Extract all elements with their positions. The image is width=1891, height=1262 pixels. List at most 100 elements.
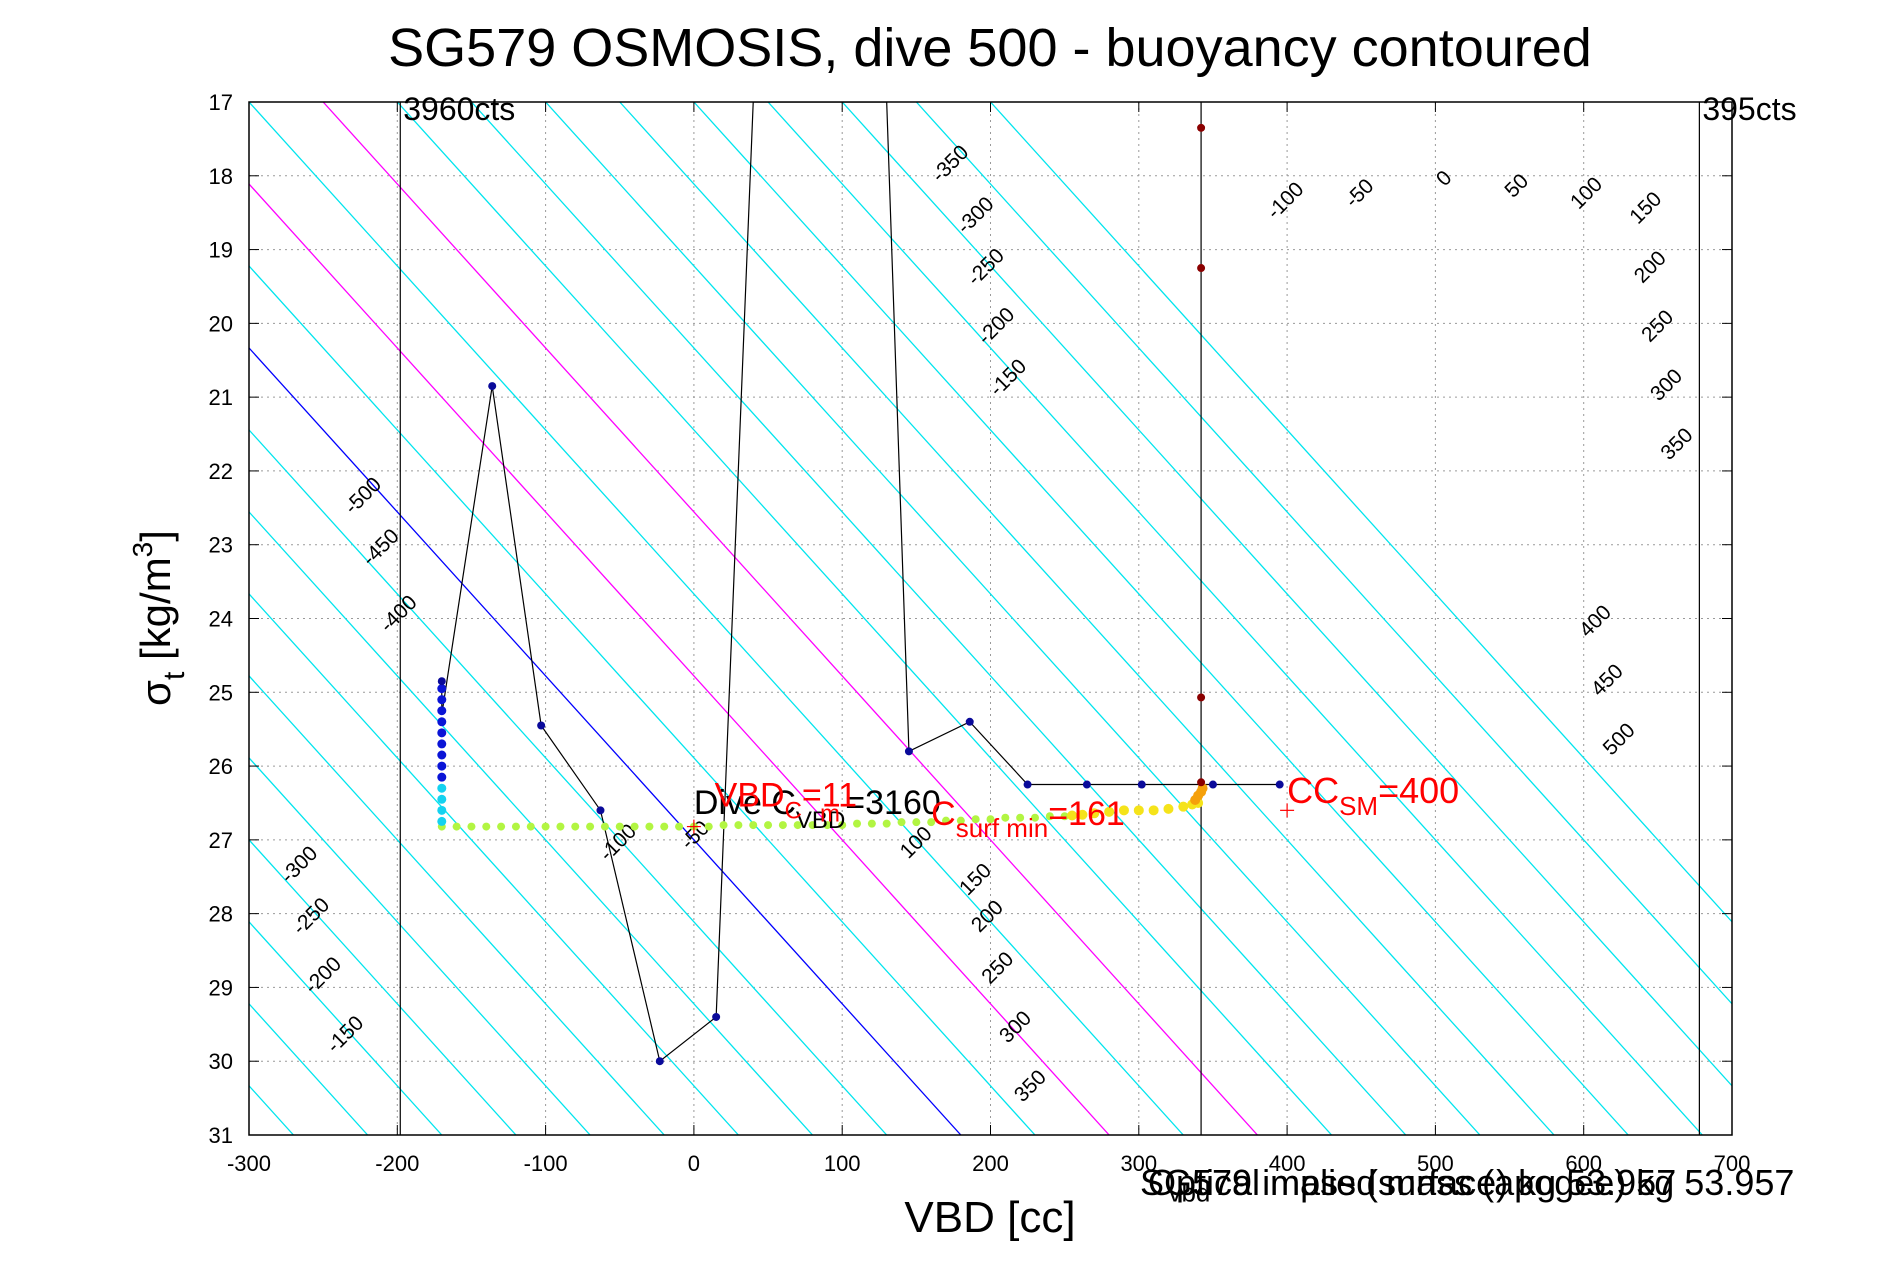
profile-point: [712, 1012, 721, 1021]
surface-point-green: [912, 818, 921, 827]
y-tick-label: 30: [209, 1049, 233, 1074]
surface-point-green: [793, 821, 802, 830]
annotation-dive-c-text: Dive C: [694, 784, 796, 822]
x-tick-label: -300: [227, 1151, 271, 1176]
profile-point: [655, 1057, 664, 1066]
stack-point-blue: [437, 695, 447, 705]
contour-line: [693, 102, 1629, 1135]
surface-point-yellow: [1118, 805, 1129, 816]
y-tick-label: 23: [209, 533, 233, 558]
y-axis-label: σt [kg/m3]: [127, 530, 191, 706]
stack-point-cyan: [437, 805, 447, 815]
surface-point-green: [764, 821, 773, 830]
contour-line: [249, 183, 1110, 1135]
surface-point-green: [778, 821, 787, 830]
data-series: [437, 102, 1295, 1066]
profile-point: [1137, 780, 1146, 789]
surface-point-yellow: [1104, 806, 1115, 817]
surface-point-green: [482, 822, 491, 831]
stack-point-blue: [437, 717, 447, 727]
contour-line: [470, 102, 1407, 1135]
contour-line: [249, 592, 739, 1135]
surface-point-green: [927, 818, 936, 827]
stack-point-blue: [437, 684, 447, 694]
contour-line: [249, 346, 962, 1135]
y-axis-label-unit: [kg/m: [132, 557, 179, 671]
contour-line: [545, 102, 1481, 1135]
stack-point-blue: [437, 761, 447, 771]
annotation-dive-c-sub: VBD: [796, 807, 845, 834]
stack-point-blue: [437, 739, 447, 749]
annotation-surf-min: Csurf min=161: [931, 795, 1125, 843]
vertical-line-label: 3960cts: [403, 91, 515, 127]
dark-red-point: [1197, 123, 1206, 132]
annotation-surf-min-text: C: [931, 795, 956, 833]
y-tick-label: 28: [209, 902, 233, 927]
x-tick-label: 600: [1565, 1151, 1602, 1176]
y-axis-ticks: 17 18 19 20 21 22 23 24 25 26 27 28 29 30 31: [209, 90, 1732, 1148]
vertical-reference-lines: 3960cts 395cts: [399, 91, 1797, 1135]
surface-point-green: [882, 819, 891, 828]
surface-point-green: [986, 815, 995, 824]
buoyancy-contours: [249, 102, 1732, 1135]
grid: [249, 102, 1732, 1135]
y-tick-label: 19: [209, 238, 233, 263]
profile-point: [1275, 780, 1284, 789]
contour-line: [249, 838, 517, 1135]
profile-point: [965, 717, 974, 726]
surface-point-green: [526, 822, 535, 831]
surface-point-green: [823, 821, 832, 830]
surface-point-green: [660, 822, 669, 831]
contour-line: [619, 102, 1555, 1135]
annotation-dive-c: Dive CVBD=3160: [694, 784, 941, 834]
profile-point: [1082, 780, 1091, 789]
contour-line: [249, 920, 443, 1135]
contour-line: [841, 102, 1732, 1087]
vertical-line-label: 395cts: [1702, 91, 1796, 127]
surface-point-green: [808, 821, 817, 830]
x-tick-label: 0: [688, 1151, 700, 1176]
contour-line: [915, 102, 1732, 1005]
contour-line: [322, 102, 1258, 1135]
annotation-vbd-c-value: =11: [802, 777, 857, 815]
y-tick-label: 29: [209, 975, 233, 1000]
x-tick-label: 400: [1269, 1151, 1306, 1176]
y-tick-label: 24: [209, 607, 233, 632]
contour-line: [990, 102, 1732, 923]
surface-point-green: [600, 822, 609, 831]
surface-point-yellow: [1148, 805, 1159, 816]
surface-point-green: [942, 816, 951, 825]
surface-point-green: [971, 815, 980, 824]
surface-point-green: [956, 816, 965, 825]
profile-point: [1023, 780, 1032, 789]
stack-point-blue: [437, 706, 447, 716]
contour-line: [249, 510, 814, 1135]
annotation-cc-sm-sub: SM: [1339, 791, 1378, 821]
y-tick-label: 17: [209, 90, 233, 115]
profile-point: [537, 721, 546, 730]
contour-line: [249, 428, 888, 1135]
surface-point-yellow: [1067, 810, 1078, 821]
x-tick-label: 200: [972, 1151, 1009, 1176]
stack-point-cyan: [437, 816, 447, 826]
contour-line: [396, 102, 1333, 1135]
y-tick-label: 31: [209, 1123, 233, 1148]
y-axis-label-superscript: 3: [127, 542, 158, 558]
y-tick-label: 20: [209, 311, 233, 336]
annotation-dive-c-value: =3160: [845, 784, 941, 822]
surface-point-green: [1016, 813, 1025, 822]
surface-point-green: [704, 822, 713, 831]
surface-point-green: [571, 822, 580, 831]
footer-text-implied-mass: SG579 implied mass (apogee) kg 53.957: [1140, 1162, 1794, 1203]
surface-point-yellow: [1178, 801, 1189, 812]
x-tick-label: -200: [375, 1151, 419, 1176]
surface-point-green: [556, 822, 565, 831]
surface-point-green: [511, 822, 520, 831]
surface-point-yellow: [1163, 803, 1174, 814]
surface-point-green: [1045, 812, 1054, 821]
x-axis-label: VBD [cc]: [904, 1193, 1075, 1242]
y-axis-label-subscript: t: [158, 671, 191, 680]
y-tick-label: 27: [209, 828, 233, 853]
contour-line: [249, 264, 1036, 1135]
